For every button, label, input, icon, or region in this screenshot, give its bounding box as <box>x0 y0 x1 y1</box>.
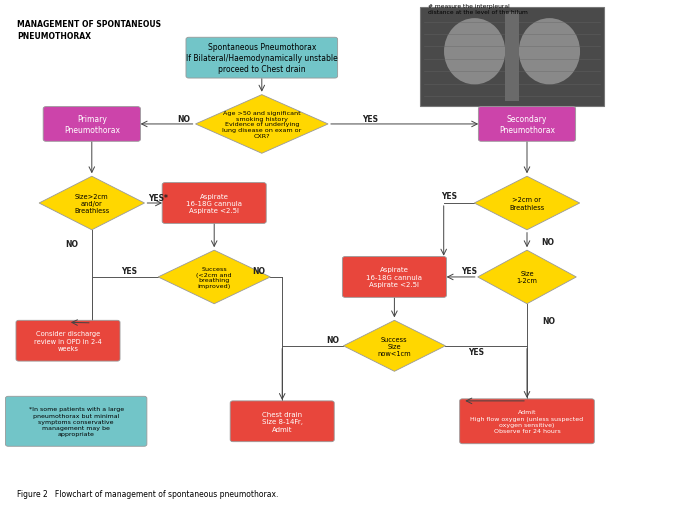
Text: Primary
Pneumothorax: Primary Pneumothorax <box>64 115 120 135</box>
Text: NO: NO <box>65 240 78 249</box>
FancyBboxPatch shape <box>186 38 338 79</box>
FancyBboxPatch shape <box>505 13 519 102</box>
Polygon shape <box>158 250 271 304</box>
FancyBboxPatch shape <box>163 183 266 224</box>
FancyBboxPatch shape <box>460 399 594 444</box>
Text: YES: YES <box>441 192 457 201</box>
Text: Success
(<2cm and
breathing
improved): Success (<2cm and breathing improved) <box>197 266 232 289</box>
FancyBboxPatch shape <box>44 107 141 142</box>
Text: Age >50 and significant
smoking history
Evidence of underlying
lung disease on e: Age >50 and significant smoking history … <box>222 110 301 139</box>
Polygon shape <box>475 177 579 230</box>
FancyBboxPatch shape <box>479 107 575 142</box>
Text: Size>2cm
and/or
Breathless: Size>2cm and/or Breathless <box>74 193 109 214</box>
Text: # measure the interpleural
distance at the level of the hilum: # measure the interpleural distance at t… <box>428 4 528 15</box>
Text: NO: NO <box>542 316 556 325</box>
Text: MANAGEMENT OF SPONTANEOUS
PNEUMOTHORAX: MANAGEMENT OF SPONTANEOUS PNEUMOTHORAX <box>17 20 161 41</box>
FancyBboxPatch shape <box>16 321 120 361</box>
Text: NO: NO <box>541 237 554 246</box>
Ellipse shape <box>444 19 505 85</box>
Text: Chest drain
Size 8-14Fr,
Admit: Chest drain Size 8-14Fr, Admit <box>262 411 303 432</box>
Text: NO: NO <box>326 335 340 345</box>
Text: Aspirate
16-18G cannula
Aspirate <2.5l: Aspirate 16-18G cannula Aspirate <2.5l <box>186 193 242 214</box>
Text: NO: NO <box>177 115 190 124</box>
Polygon shape <box>343 321 445 372</box>
Polygon shape <box>477 250 577 304</box>
Text: Aspirate
16-18G cannula
Aspirate <2.5l: Aspirate 16-18G cannula Aspirate <2.5l <box>367 267 422 288</box>
Text: Figure 2   Flowchart of management of spontaneous pneumothorax.: Figure 2 Flowchart of management of spon… <box>17 489 278 498</box>
Text: YES: YES <box>362 115 379 124</box>
Text: YES*: YES* <box>148 194 169 203</box>
Text: Secondary
Pneumothorax: Secondary Pneumothorax <box>499 115 555 135</box>
Text: NO: NO <box>252 267 265 276</box>
FancyBboxPatch shape <box>342 257 446 298</box>
Polygon shape <box>39 177 145 230</box>
Text: >2cm or
Breathless: >2cm or Breathless <box>509 197 545 210</box>
Ellipse shape <box>519 19 580 85</box>
Text: Size
1-2cm: Size 1-2cm <box>517 271 537 284</box>
Text: YES: YES <box>461 267 477 276</box>
Text: Spontaneous Pneumothorax
If Bilateral/Haemodynamically unstable
proceed to Chest: Spontaneous Pneumothorax If Bilateral/Ha… <box>186 43 338 74</box>
FancyBboxPatch shape <box>5 397 147 446</box>
Text: YES: YES <box>121 267 137 276</box>
FancyBboxPatch shape <box>230 401 334 442</box>
Text: Success
Size
now<1cm: Success Size now<1cm <box>377 336 411 356</box>
Text: Admit
High flow oxygen (unless suspected
oxygen sensitive)
Observe for 24 hours: Admit High flow oxygen (unless suspected… <box>471 410 583 433</box>
Polygon shape <box>196 95 328 154</box>
Text: Consider discharge
review in OPD in 2-4
weeks: Consider discharge review in OPD in 2-4 … <box>34 330 102 352</box>
Text: *In some patients with a large
pneumothorax but minimal
symptoms conservative
ma: *In some patients with a large pneumotho… <box>29 407 124 436</box>
Text: YES: YES <box>468 348 484 357</box>
FancyBboxPatch shape <box>420 8 604 107</box>
